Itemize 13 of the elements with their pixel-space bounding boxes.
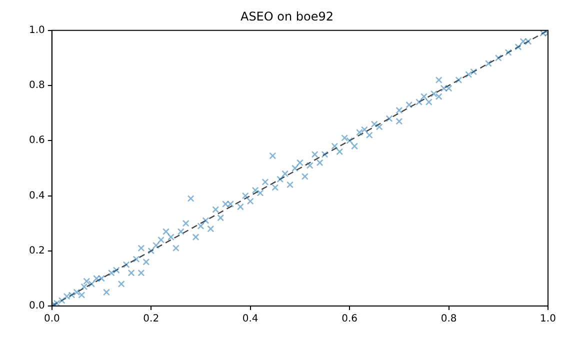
y-tick-label: 0.8 <box>28 80 45 92</box>
y-tick-label: 1.0 <box>28 24 45 36</box>
y-tick-label: 0.6 <box>28 135 45 146</box>
chart-title: ASEO on boe92 <box>240 9 334 24</box>
y-tick-label: 0.0 <box>28 300 45 312</box>
x-tick-label: 0.8 <box>440 314 457 325</box>
y-tick-label: 0.4 <box>28 190 45 202</box>
x-tick-label: 1.0 <box>540 314 556 325</box>
y-tick-label: 0.2 <box>28 245 45 256</box>
x-tick-label: 0.2 <box>143 314 160 325</box>
x-tick-label: 0.6 <box>342 314 358 325</box>
x-tick-label: 0.0 <box>44 314 60 325</box>
x-tick-label: 0.4 <box>242 314 258 325</box>
